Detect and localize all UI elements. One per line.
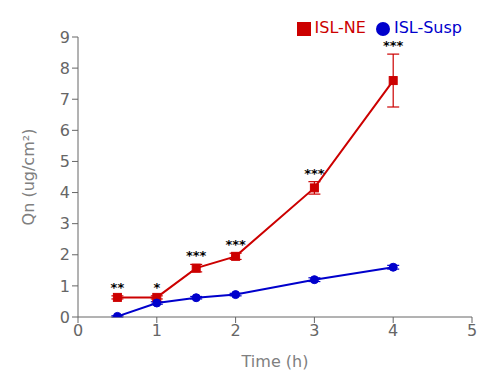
svg-text:4: 4	[60, 183, 70, 202]
svg-text:5: 5	[467, 321, 477, 340]
svg-text:8: 8	[60, 59, 70, 78]
svg-text:2: 2	[60, 245, 70, 264]
svg-text:***: ***	[225, 237, 246, 252]
svg-text:2: 2	[231, 321, 241, 340]
svg-text:Time (h): Time (h)	[241, 352, 309, 371]
svg-text:6: 6	[60, 121, 70, 140]
html-text:ISL-Susp: ISL-Susp	[393, 18, 462, 37]
svg-text:0: 0	[60, 308, 70, 327]
svg-text:***: ***	[186, 248, 207, 263]
svg-text:***: ***	[383, 38, 404, 53]
svg-text:9: 9	[60, 28, 70, 47]
svg-text:0: 0	[73, 321, 83, 340]
svg-text:***: ***	[304, 166, 325, 181]
html-text:ISL-NE: ISL-NE	[314, 18, 366, 37]
svg-text:3: 3	[309, 321, 319, 340]
svg-text:4: 4	[388, 321, 398, 340]
svg-text:3: 3	[60, 214, 70, 233]
svg-text:7: 7	[60, 90, 70, 109]
svg-text:1: 1	[60, 277, 70, 296]
svg-text:1: 1	[152, 321, 162, 340]
svg-text:*: *	[153, 280, 160, 295]
svg-text:5: 5	[60, 152, 70, 171]
svg-text:**: **	[111, 280, 125, 295]
svg-text:Qn (ug/cm²): Qn (ug/cm²)	[19, 129, 38, 226]
